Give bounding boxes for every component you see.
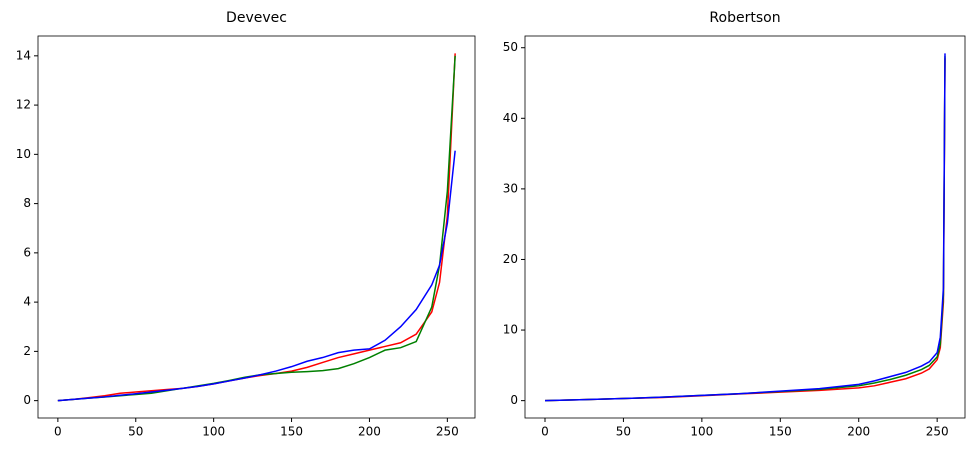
y-tick-label: 12 xyxy=(16,98,31,112)
y-tick-label: 14 xyxy=(16,48,31,62)
line-series xyxy=(57,55,456,402)
line-series xyxy=(57,150,456,402)
x-tick-label: 0 xyxy=(541,425,549,439)
axes-frame xyxy=(37,35,476,419)
line-series xyxy=(544,56,946,402)
y-tick-label: 2 xyxy=(23,344,31,358)
chart-title: Devevec xyxy=(226,10,287,26)
x-tick-label: 150 xyxy=(769,425,792,439)
x-tick-label: 50 xyxy=(616,425,631,439)
x-tick-label: 250 xyxy=(436,425,459,439)
y-tick-label: 6 xyxy=(23,245,31,259)
x-tick-label: 200 xyxy=(358,425,381,439)
y-tick-label: 10 xyxy=(16,147,31,161)
y-tick-label: 8 xyxy=(23,196,31,210)
y-tick-label: 20 xyxy=(503,252,518,266)
x-tick-label: 0 xyxy=(54,425,62,439)
x-tick-label: 150 xyxy=(280,425,303,439)
x-tick-label: 200 xyxy=(847,425,870,439)
chart-title: Robertson xyxy=(709,10,780,26)
y-tick-label: 30 xyxy=(503,181,518,195)
line-series xyxy=(544,58,946,402)
y-tick-label: 40 xyxy=(503,111,518,125)
axes-frame xyxy=(524,35,966,419)
y-tick-label: 50 xyxy=(503,40,518,54)
y-tick-label: 0 xyxy=(510,393,518,407)
line-series xyxy=(544,53,946,402)
x-tick-label: 50 xyxy=(128,425,143,439)
x-tick-label: 250 xyxy=(926,425,949,439)
y-tick-label: 0 xyxy=(23,393,31,407)
x-tick-label: 100 xyxy=(690,425,713,439)
x-tick-label: 100 xyxy=(202,425,225,439)
y-tick-label: 10 xyxy=(503,323,518,337)
y-tick-label: 4 xyxy=(23,295,31,309)
